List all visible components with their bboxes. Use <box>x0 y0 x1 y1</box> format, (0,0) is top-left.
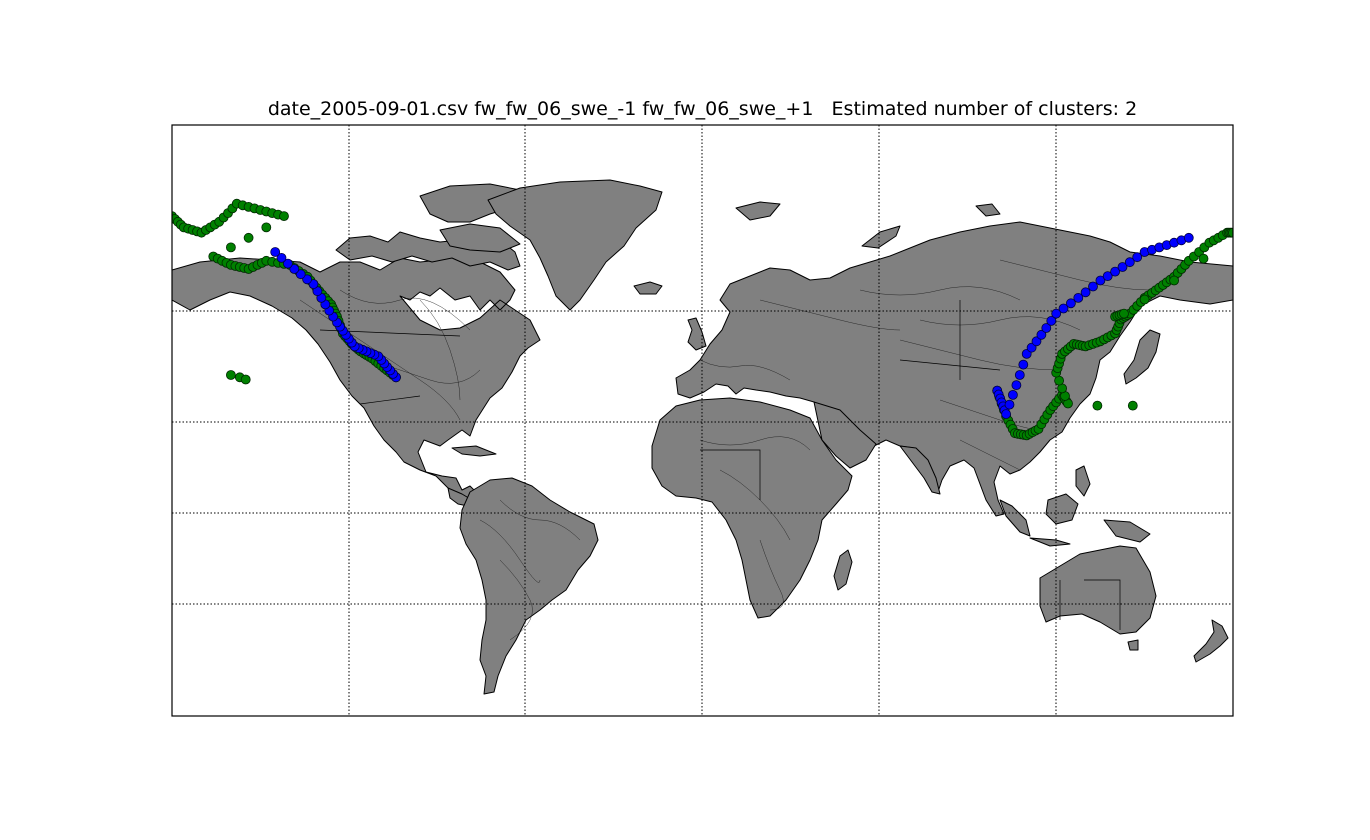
cluster-point-blue <box>1036 329 1047 340</box>
severnaya-zemlya <box>975 203 1001 217</box>
cluster-point-blue <box>295 269 306 280</box>
greenland <box>487 179 663 311</box>
new-guinea <box>1103 519 1151 543</box>
madagascar <box>833 549 853 591</box>
japan <box>1123 329 1161 385</box>
cluster-point-blue <box>289 264 300 274</box>
borneo <box>1045 493 1079 525</box>
cluster-point-green <box>240 374 251 385</box>
cluster-point-blue <box>1117 262 1128 272</box>
cluster-point-blue <box>1008 389 1018 400</box>
philippines <box>1075 465 1091 497</box>
cluster-point-blue <box>1051 308 1062 319</box>
cluster-point-green <box>279 211 289 222</box>
ellesmere-island <box>439 223 521 253</box>
cluster-point-blue <box>1018 359 1029 370</box>
cluster-point-blue <box>1073 292 1084 303</box>
map-frame <box>171 124 1234 717</box>
africa-landmass <box>651 397 853 619</box>
cluster-point-blue <box>1014 370 1025 380</box>
novaya-zemlya <box>861 225 901 249</box>
cluster-point-green <box>1139 294 1150 305</box>
north-america-landmass <box>172 254 541 501</box>
cluster-point-blue <box>1110 266 1120 277</box>
land-layer <box>172 179 1233 695</box>
svalbard <box>735 201 781 221</box>
cluster-point-green <box>1119 308 1129 319</box>
cluster-point-blue <box>1124 257 1135 268</box>
cluster-point-blue <box>1080 287 1091 298</box>
cluster-point-blue <box>276 252 287 263</box>
java <box>1029 537 1071 547</box>
tasmania <box>1127 639 1139 651</box>
cluster-point-green <box>261 222 272 233</box>
cluster-point-blue <box>1011 380 1022 391</box>
new-zealand <box>1193 619 1229 663</box>
cluster-point-green <box>1127 400 1138 411</box>
cluster-point-blue <box>282 258 293 269</box>
cluster-point-green <box>1169 275 1179 286</box>
graticule <box>172 125 1233 716</box>
cluster-point-blue <box>1088 281 1098 292</box>
cluster-points <box>172 198 1233 441</box>
cluster-point-blue <box>1066 298 1076 309</box>
cluster-point-blue <box>270 247 281 257</box>
cluster-point-blue <box>1183 232 1194 243</box>
cluster-point-green <box>225 242 236 253</box>
cluster-point-blue <box>1046 315 1057 326</box>
cluster-point-green <box>1092 400 1103 411</box>
cluster-point-blue <box>302 274 313 285</box>
arctic-archipelago <box>335 231 521 271</box>
cluster-point-blue <box>1004 399 1015 410</box>
cluster-point-blue <box>1095 275 1106 286</box>
iceland <box>633 281 663 295</box>
sumatra <box>999 499 1031 537</box>
cluster-point-blue <box>1132 252 1143 263</box>
australia <box>1039 545 1157 635</box>
cluster-point-green <box>1198 253 1209 264</box>
cluster-point-blue <box>1031 336 1042 347</box>
cluster-point-blue <box>1058 303 1069 314</box>
cluster-point-green <box>1228 227 1233 238</box>
arabian-peninsula <box>813 401 877 469</box>
cluster-point-green <box>243 232 254 243</box>
south-america-landmass <box>459 477 599 695</box>
cluster-point-blue <box>1001 409 1011 420</box>
cluster-point-blue <box>1041 323 1052 333</box>
cluster-point-green <box>225 370 236 380</box>
cluster-point-blue <box>1026 342 1037 353</box>
cluster-point-blue <box>1102 271 1113 282</box>
cuba <box>451 445 497 457</box>
indian-subcontinent <box>899 445 941 495</box>
figure-title: date_2005-09-01.csv fw_fw_06_swe_-1 fw_f… <box>267 98 1138 120</box>
